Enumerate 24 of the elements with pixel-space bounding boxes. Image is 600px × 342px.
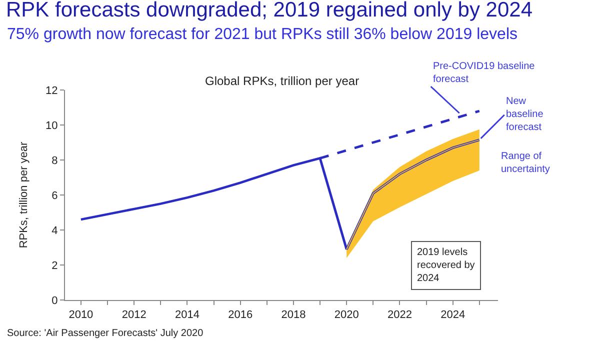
x-tick-label: 2020 (334, 309, 359, 322)
chart-subtitle: 75% growth now forecast for 2021 but RPKs still 36% below 2019 levels (7, 26, 518, 43)
y-tick-label: 12 (46, 84, 58, 97)
chart-title: RPK forecasts downgraded; 2019 regained only by 2024 (6, 0, 533, 22)
x-tick-label: 2012 (122, 309, 146, 322)
text: Range of uncertainty (501, 151, 550, 175)
x-tick-label: 2024 (440, 309, 466, 322)
annotation: Pre-COVID19 baseline forecast (433, 61, 536, 85)
x-tick-label: 2010 (68, 309, 94, 322)
x-tick-label: 2018 (281, 309, 306, 322)
annotation: New baseline forecast (506, 96, 544, 133)
y-axis-title: RPKs, trillion per year (18, 141, 30, 248)
x-tick-label: 2022 (387, 309, 412, 322)
y-tick-label: 10 (46, 120, 58, 132)
y-tick-label: 4 (52, 224, 58, 237)
text: Global RPKs, trillion per year (205, 74, 360, 88)
y-tick-label: 8 (52, 154, 58, 167)
y-tick-label: 6 (52, 190, 58, 202)
y-tick-label: 0 (52, 294, 58, 307)
annotation: 2019 levels recovered by 2024 (417, 247, 475, 284)
y-tick-label: 2 (52, 260, 58, 272)
x-tick-label: 2014 (174, 309, 200, 322)
source-note: Source: 'Air Passenger Forecasts' July 2020 (7, 328, 204, 339)
x-tick-label: 2016 (228, 309, 253, 322)
